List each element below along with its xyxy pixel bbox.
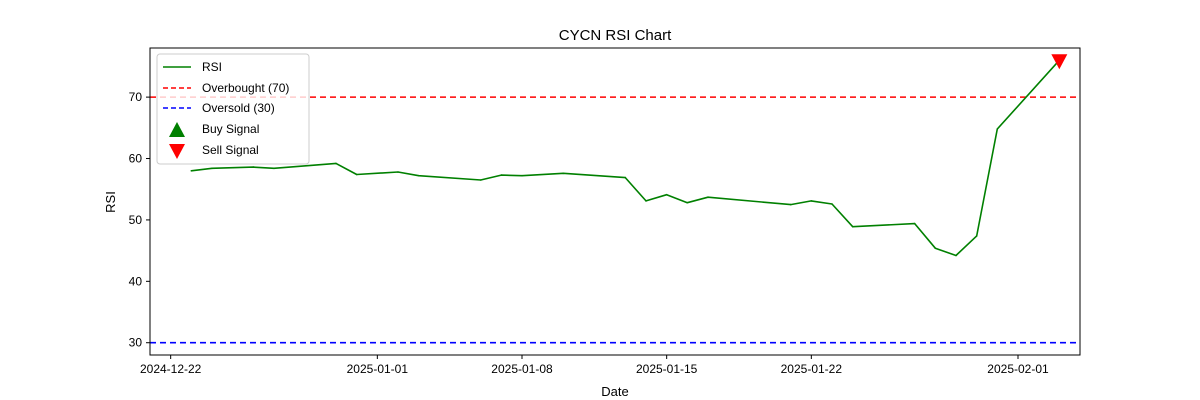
- rsi-point: [252, 166, 255, 168]
- rsi-point: [810, 200, 813, 202]
- x-tick-label: 2025-01-01: [347, 362, 409, 376]
- rsi-point: [624, 176, 627, 179]
- rsi-point: [913, 222, 916, 225]
- x-tick-label: 2025-01-15: [636, 362, 698, 376]
- series-line-rsi: [191, 59, 1060, 257]
- x-tick-label: 2024-12-22: [140, 362, 202, 376]
- rsi-point: [934, 247, 937, 249]
- legend-oversold-label: Oversold (30): [202, 101, 275, 115]
- legend-buy-swatch: [169, 122, 185, 137]
- rsi-point: [645, 200, 647, 202]
- legend-rsi-label: RSI: [202, 60, 222, 74]
- y-axis-label: RSI: [103, 191, 118, 213]
- legend-overbought-label: Overbought (70): [202, 81, 289, 95]
- y-tick-label: 60: [129, 152, 143, 166]
- rsi-point: [190, 170, 193, 172]
- rsi-point: [335, 162, 337, 165]
- legend: RSI Overbought (70) Oversold (30) Buy Si…: [156, 53, 310, 165]
- x-tick-label: 2025-01-08: [491, 362, 553, 376]
- y-axis: 30 40 50 60 70: [129, 90, 150, 350]
- sell-signal-marker: [1051, 54, 1068, 70]
- y-tick-label: 50: [129, 213, 143, 227]
- rsi-point: [665, 193, 668, 196]
- y-tick-label: 30: [129, 336, 143, 350]
- rsi-point: [955, 254, 957, 257]
- signal-layer: [1051, 54, 1068, 70]
- rsi-point: [417, 174, 420, 177]
- legend-sell-label: Sell Signal: [202, 143, 259, 157]
- legend-buy-label: Buy Signal: [202, 122, 259, 136]
- rsi-point: [851, 225, 854, 228]
- chart-title: CYCN RSI Chart: [559, 27, 672, 44]
- rsi-point: [273, 167, 275, 170]
- rsi-point: [521, 174, 523, 177]
- rsi-point: [996, 128, 999, 130]
- rsi-point: [686, 201, 689, 204]
- rsi-point: [562, 172, 565, 175]
- rsi-point: [355, 173, 358, 176]
- rsi-point: [500, 174, 503, 176]
- plot-frame: [149, 47, 1081, 356]
- x-axis-label: Date: [601, 384, 628, 399]
- rsi-point: [707, 196, 709, 198]
- rsi-point: [211, 167, 213, 170]
- rsi-point: [397, 171, 399, 173]
- rsi-point: [789, 203, 792, 206]
- legend-box: [156, 53, 310, 165]
- rsi-point: [975, 235, 978, 237]
- legend-sell-swatch: [169, 144, 185, 159]
- y-tick-label: 70: [129, 90, 143, 104]
- y-tick-label: 40: [129, 274, 143, 288]
- series-layer: [190, 59, 1061, 257]
- rsi-point: [479, 179, 482, 181]
- x-tick-label: 2025-01-22: [781, 362, 843, 376]
- x-tick-label: 2025-02-01: [987, 362, 1049, 376]
- rsi-point: [831, 203, 833, 205]
- x-axis: 2024-12-22 2025-01-01 2025-01-08 2025-01-15…: [140, 355, 1049, 376]
